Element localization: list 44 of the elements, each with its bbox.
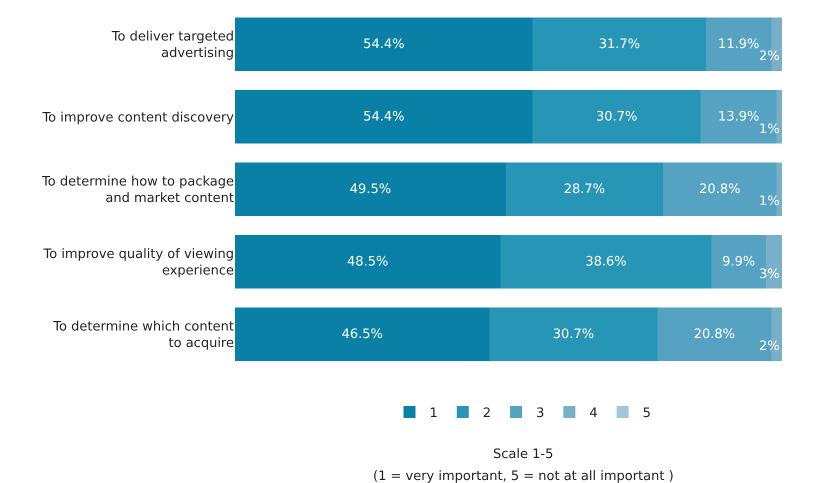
legend-label: 1 (430, 406, 438, 422)
data-label: 2% (759, 339, 780, 354)
bar (532, 17, 706, 72)
data-label: 11.9% (718, 36, 760, 52)
legend-title: Scale 1-5 (493, 447, 554, 462)
legend-label: 4 (589, 406, 598, 422)
legend-label: 2 (482, 406, 492, 422)
y-tick-label: To improve quality of viewing experience (42, 246, 234, 279)
data-label: 30.7% (552, 326, 594, 342)
data-label: 1% (759, 194, 780, 209)
bar (489, 307, 658, 362)
bar (235, 162, 506, 216)
bar (235, 307, 490, 362)
data-label: 54.4% (363, 109, 404, 124)
bar (700, 90, 777, 144)
y-tick-label: To improve content discovery (41, 110, 234, 126)
data-label: 48.5% (347, 254, 388, 270)
data-label: 13.9% (718, 109, 760, 124)
data-label: 49.5% (350, 182, 392, 197)
bar (235, 234, 500, 289)
data-label: 30.7% (596, 109, 638, 124)
bar (662, 162, 777, 216)
data-label: 54.4% (363, 36, 404, 52)
y-tick-label: To deliver targeted advertising (110, 29, 234, 62)
y-tick-label: To determine how to package and market content (41, 174, 234, 206)
bar (235, 90, 533, 144)
data-label: 2% (759, 49, 780, 64)
data-label: 20.8% (694, 326, 736, 342)
bar (532, 90, 701, 144)
y-tick-label: To determine which content to acquire (52, 319, 234, 352)
text: (1 = very important, 5 = not at all important ) (373, 469, 674, 483)
data-label: 20.8% (699, 182, 740, 197)
data-label: 9.9% (722, 254, 756, 270)
bar (500, 234, 712, 289)
bar (235, 17, 533, 72)
data-label: 38.6% (585, 254, 627, 270)
data-label: 31.7% (598, 36, 640, 52)
data-label: 28.7% (564, 182, 606, 197)
legend-label: 5 (642, 406, 651, 422)
legend-label: 3 (536, 406, 544, 422)
data-label: 3% (759, 267, 780, 282)
data-label: 1% (759, 122, 780, 137)
data-label: 46.5% (342, 326, 383, 342)
bar (506, 162, 663, 216)
